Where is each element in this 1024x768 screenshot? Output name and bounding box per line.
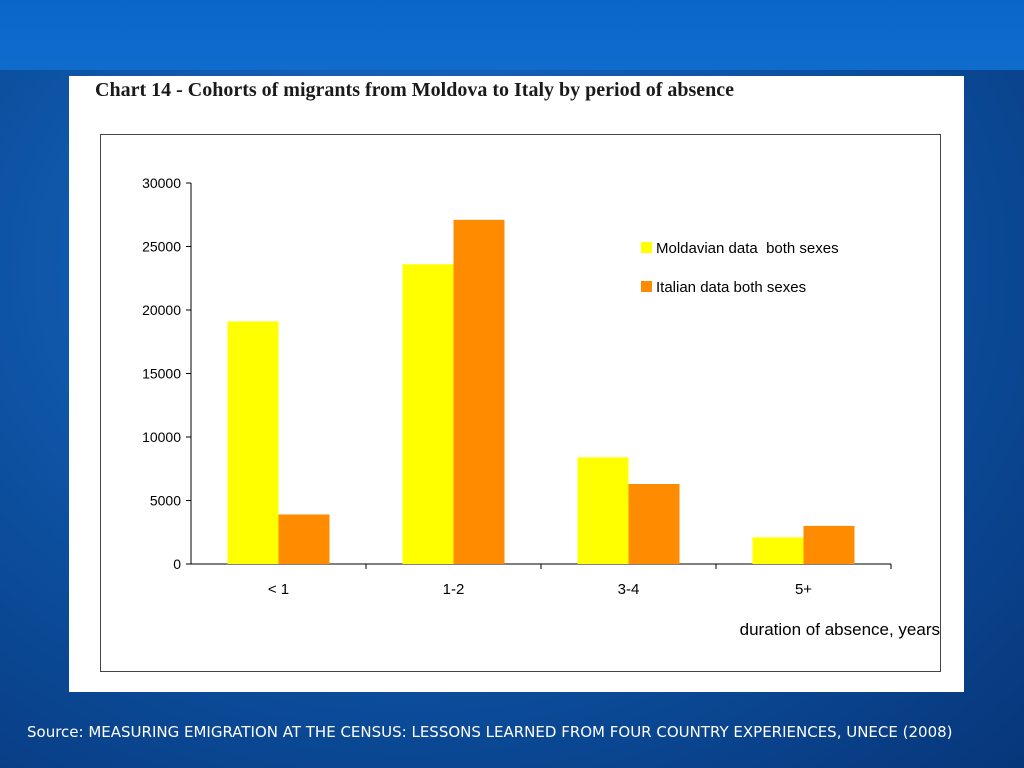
chart-panel: Chart 14 - Cohorts of migrants from Mold…	[69, 76, 964, 692]
slide-top-band	[0, 0, 1024, 70]
x-axis-label: duration of absence, years	[740, 620, 940, 639]
x-tick-label: < 1	[268, 581, 289, 598]
x-tick-label: 5+	[795, 581, 812, 598]
chart-title: Chart 14 - Cohorts of migrants from Mold…	[95, 79, 735, 101]
legend-swatch	[641, 242, 652, 253]
y-tick-label: 25000	[142, 239, 181, 255]
y-tick-label: 10000	[142, 429, 181, 445]
y-tick-label: 0	[173, 556, 181, 572]
legend-swatch	[641, 281, 652, 292]
y-tick-label: 30000	[142, 175, 181, 191]
x-tick-label: 3-4	[618, 581, 640, 598]
bar-italian	[453, 219, 505, 564]
y-tick-label: 5000	[150, 493, 181, 509]
bar-chart: 0 5000 10000 15000 20000 25000 30000 < 1 1-2 3-4 5…	[142, 175, 940, 639]
bar-moldavian	[577, 457, 629, 564]
y-tick-label: 20000	[142, 302, 181, 318]
chart-frame	[100, 134, 941, 672]
legend-label: Italian data both sexes	[656, 279, 806, 296]
bar-moldavian	[227, 321, 279, 564]
bar-moldavian	[752, 537, 804, 564]
bar-italian	[278, 514, 330, 564]
bar-italian	[803, 525, 855, 564]
bar-italian	[628, 483, 680, 564]
source-caption: Source: MEASURING EMIGRATION AT THE CENS…	[27, 723, 953, 741]
x-tick-label: 1-2	[443, 581, 465, 598]
bar-moldavian	[402, 264, 454, 564]
y-tick-label: 15000	[142, 366, 181, 382]
legend-label: Moldavian data both sexes	[656, 240, 839, 257]
